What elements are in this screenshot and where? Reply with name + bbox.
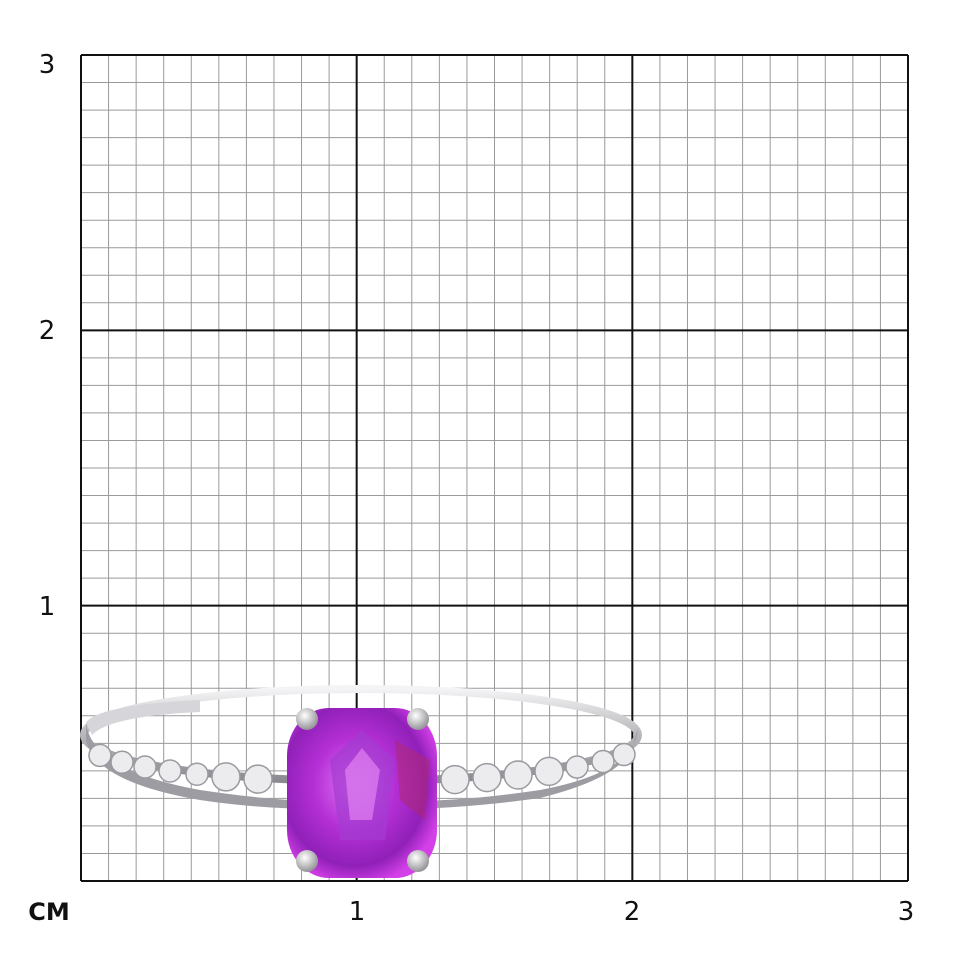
diamond bbox=[133, 755, 157, 779]
y-tick-label: 3 bbox=[38, 50, 56, 80]
diamond bbox=[612, 742, 636, 767]
diamond bbox=[472, 762, 502, 793]
diamond bbox=[185, 762, 209, 786]
diamond bbox=[534, 756, 564, 787]
diamond bbox=[591, 749, 615, 774]
x-tick-label: 1 bbox=[348, 897, 366, 927]
y-tick-label: 1 bbox=[38, 592, 56, 622]
diamond bbox=[88, 743, 112, 768]
diamond bbox=[565, 755, 589, 779]
diamond bbox=[110, 750, 134, 774]
diamond bbox=[440, 764, 470, 795]
diamond bbox=[503, 760, 533, 790]
x-tick-label: 3 bbox=[897, 897, 915, 927]
pave-diamonds bbox=[88, 742, 636, 795]
diamond bbox=[158, 759, 182, 783]
center-gemstone bbox=[287, 708, 437, 878]
y-tick-label: 2 bbox=[38, 316, 56, 346]
unit-label: CM bbox=[28, 898, 70, 926]
diamond bbox=[243, 764, 273, 794]
diamond bbox=[211, 762, 241, 792]
x-tick-label: 2 bbox=[623, 897, 641, 927]
prongs bbox=[296, 708, 429, 872]
